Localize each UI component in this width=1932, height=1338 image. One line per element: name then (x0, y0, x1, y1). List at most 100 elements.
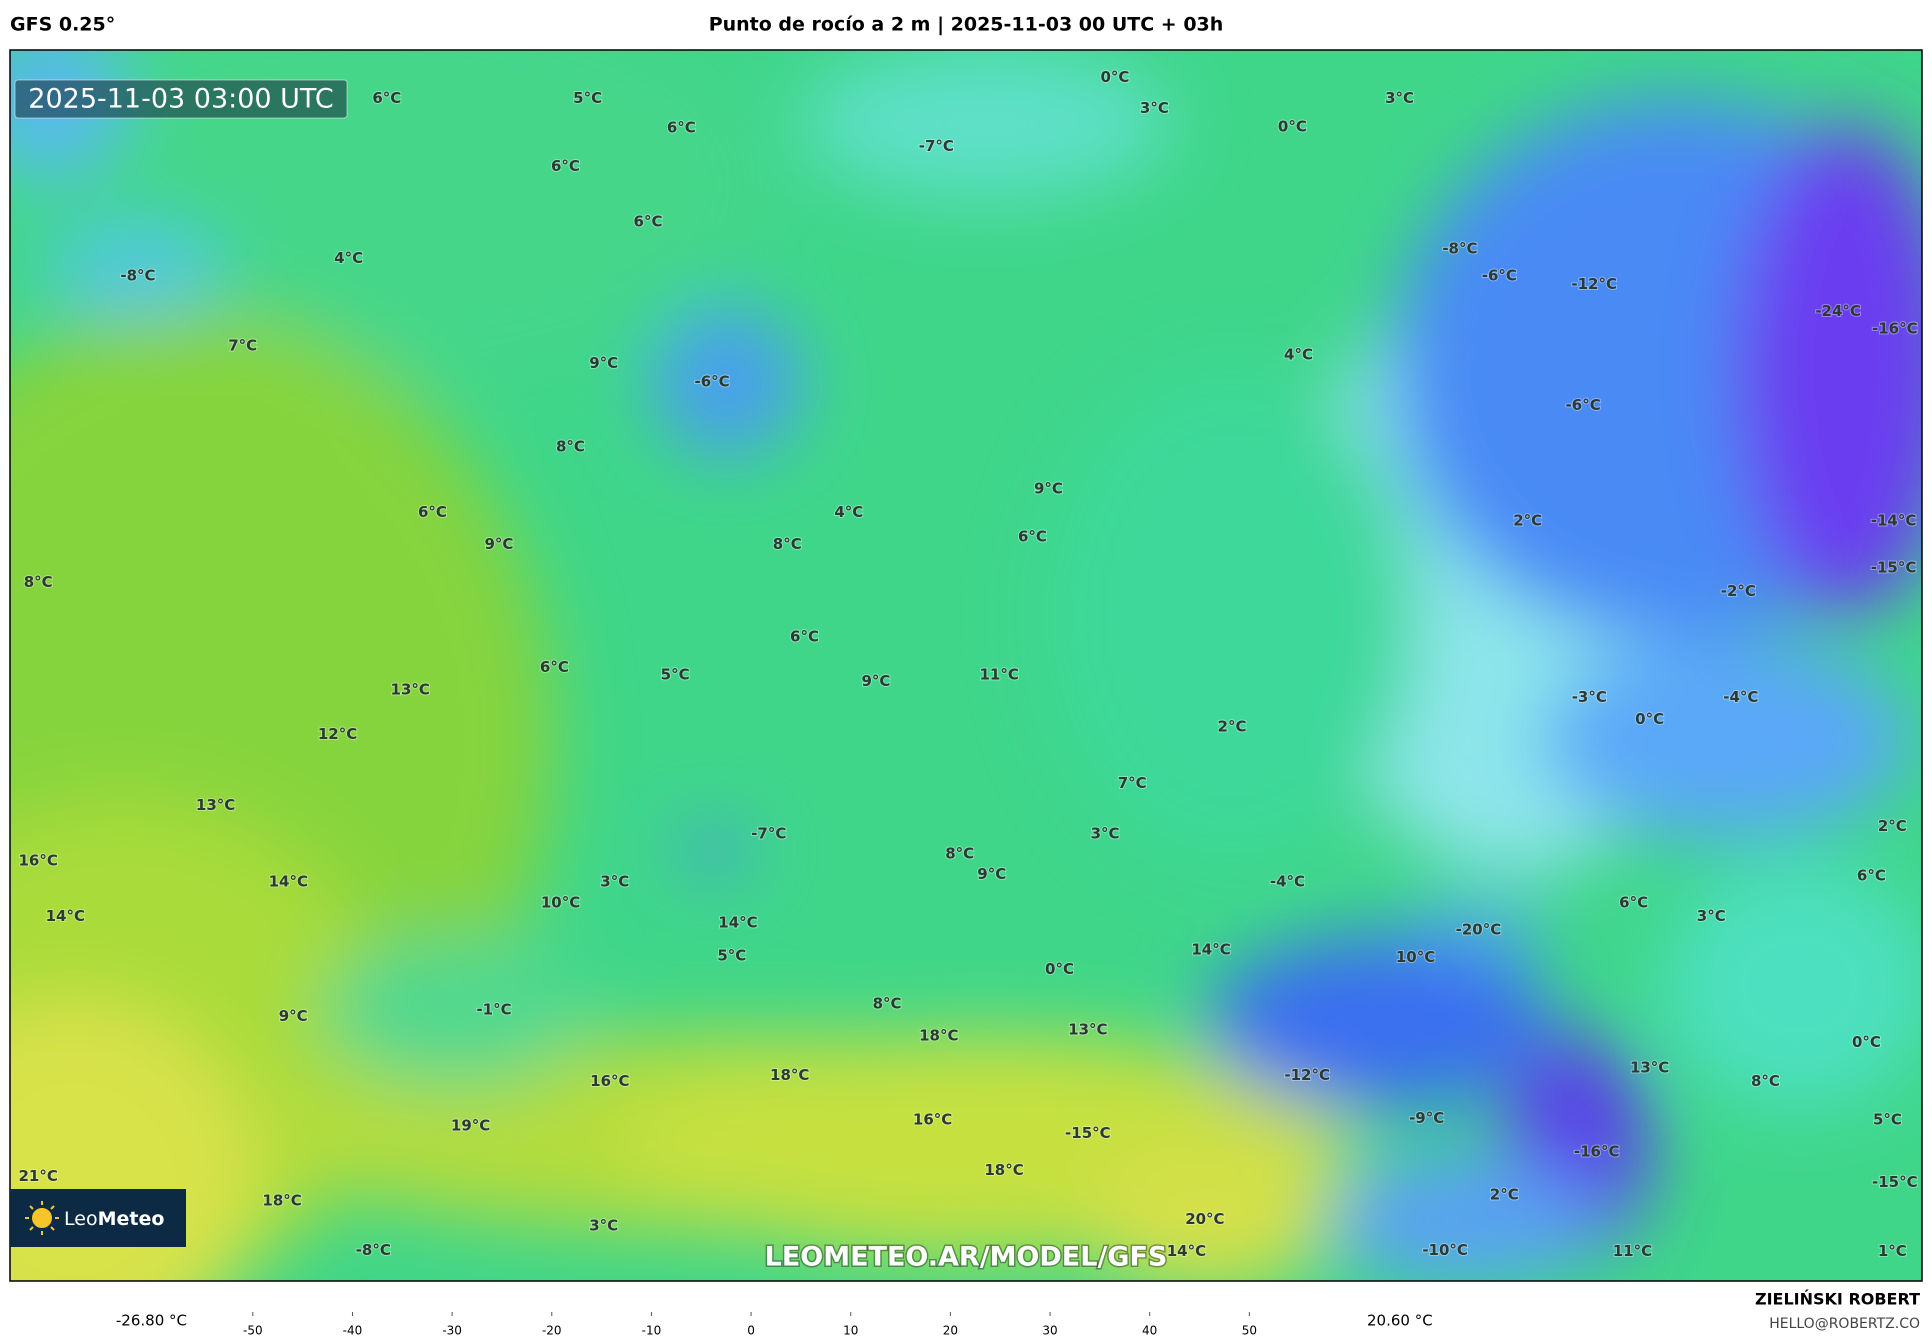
temperature-label: 0°C (1278, 117, 1307, 135)
colorbar-tick-label: -40 (343, 1324, 363, 1338)
colorbar-tick-label: 20 (943, 1324, 958, 1338)
field-blob (1084, 1145, 1331, 1281)
temperature-label: -7°C (751, 825, 786, 843)
temperature-label: 0°C (1045, 960, 1074, 978)
colorbar-max: 20.60 °C (1367, 1312, 1433, 1330)
temperature-label: 12°C (318, 725, 357, 743)
field-blob (1047, 369, 1417, 863)
temperature-label: -8°C (1442, 239, 1477, 257)
colorbar-tick-label: 0 (747, 1324, 755, 1338)
colorbar-tick-label: -50 (243, 1324, 263, 1338)
temperature-label: 3°C (1385, 89, 1414, 107)
field-blob (49, 227, 222, 315)
temperature-label: 3°C (589, 1216, 618, 1234)
temperature-label: 0°C (1100, 68, 1129, 86)
watermark: LEOMETEO.AR/MODEL/GFS (765, 1242, 1168, 1273)
temperature-label: 10°C (1396, 948, 1435, 966)
logo-text: LeoMeteo (64, 1208, 164, 1230)
temperature-label: 14°C (718, 913, 757, 931)
temperature-label: 5°C (573, 89, 602, 107)
temperature-label: 18°C (984, 1161, 1023, 1179)
email: HELLO@ROBERTZ.CO (1769, 1316, 1920, 1332)
temperature-label: 3°C (1697, 907, 1726, 925)
field-blob (320, 936, 592, 1085)
temperature-label: -1°C (476, 1001, 511, 1019)
temperature-label: 6°C (551, 157, 580, 175)
temperature-label: -4°C (1723, 688, 1758, 706)
field-blob (1404, 905, 1553, 955)
temperature-label: -6°C (695, 372, 730, 390)
temperature-label: 14°C (46, 907, 85, 925)
temperature-label: 0°C (1852, 1033, 1881, 1051)
temperature-label: 11°C (1613, 1242, 1652, 1260)
temperature-label: 16°C (590, 1072, 629, 1090)
temperature-label: 19°C (451, 1117, 490, 1135)
field-blob (1207, 936, 1553, 1109)
temperature-label: -3°C (1572, 688, 1607, 706)
logo-prefix: Leo (64, 1208, 98, 1230)
temperature-label: 18°C (262, 1192, 301, 1210)
temperature-label: 16°C (18, 852, 57, 870)
temperature-label: 6°C (667, 119, 696, 137)
temperature-label: 2°C (1878, 817, 1907, 835)
temperature-label: 5°C (661, 666, 690, 684)
temperature-label: 6°C (634, 212, 663, 230)
temperature-label: -15°C (1872, 1173, 1918, 1191)
temperature-label: -16°C (1574, 1142, 1620, 1160)
temperature-label: 6°C (1018, 528, 1047, 546)
temperature-label: 2°C (1513, 512, 1542, 530)
temperature-label: 6°C (372, 89, 401, 107)
colorbar-ticks: -50 -40 -30 -20 -10 0 10 20 30 40 50 (243, 1312, 1257, 1338)
temperature-label: 1°C (1878, 1242, 1907, 1260)
temperature-label: 2°C (1490, 1186, 1519, 1204)
temperature-label: -8°C (356, 1241, 391, 1259)
temperature-label: 2°C (1218, 717, 1247, 735)
temperature-label: -7°C (919, 137, 954, 155)
colorbar-tick-label: 30 (1042, 1324, 1057, 1338)
temperature-label: -12°C (1284, 1066, 1330, 1084)
colorbar-tick-label: -20 (542, 1324, 562, 1338)
temperature-label: -6°C (1482, 266, 1517, 284)
temperature-label: 10°C (541, 894, 580, 912)
temperature-label: -15°C (1065, 1124, 1111, 1142)
temperature-label: 4°C (834, 503, 863, 521)
field-blob (1330, 1158, 1602, 1281)
temperature-label: 3°C (1091, 825, 1120, 843)
colorbar-tick-label: 10 (843, 1324, 858, 1338)
temperature-label: -6°C (1566, 396, 1601, 414)
field-blob (800, 50, 1171, 198)
temperature-label: 8°C (873, 995, 902, 1013)
map-frame (9, 49, 1923, 1282)
temperature-label: 13°C (1630, 1059, 1669, 1077)
temperature-label: 0°C (1635, 710, 1664, 728)
field-blob (1540, 640, 1910, 838)
temperature-label: -15°C (1871, 558, 1917, 576)
temperature-label: 11°C (979, 666, 1018, 684)
temperature-label: 8°C (556, 438, 585, 456)
timestamp-box (14, 79, 348, 119)
temperature-label: 4°C (1284, 345, 1313, 363)
temperature-label: 16°C (913, 1110, 952, 1128)
field-blob (652, 308, 801, 456)
temperature-label: -20°C (1456, 921, 1502, 939)
temperature-label: -24°C (1815, 302, 1861, 320)
temperature-label: -12°C (1571, 275, 1617, 293)
colorbar-tick-label: -10 (642, 1324, 662, 1338)
temperature-label: 6°C (418, 503, 447, 521)
temperature-label: 14°C (1191, 940, 1230, 958)
temperature-label: 20°C (1185, 1210, 1224, 1228)
temperature-label: -10°C (1422, 1241, 1468, 1259)
temperature-label: 9°C (484, 535, 513, 553)
temperature-label: 9°C (279, 1007, 308, 1025)
colorbar-tick-label: 50 (1242, 1324, 1257, 1338)
temperature-label: 6°C (790, 627, 819, 645)
map-title: Punto de rocío a 2 m | 2025-11-03 00 UTC… (709, 14, 1224, 36)
temperature-label: -9°C (1409, 1109, 1444, 1127)
temperature-label: 9°C (861, 672, 890, 690)
temperature-label: 4°C (334, 249, 363, 267)
colorbar-min: -26.80 °C (116, 1312, 187, 1330)
temperature-label: 6°C (1619, 894, 1648, 912)
